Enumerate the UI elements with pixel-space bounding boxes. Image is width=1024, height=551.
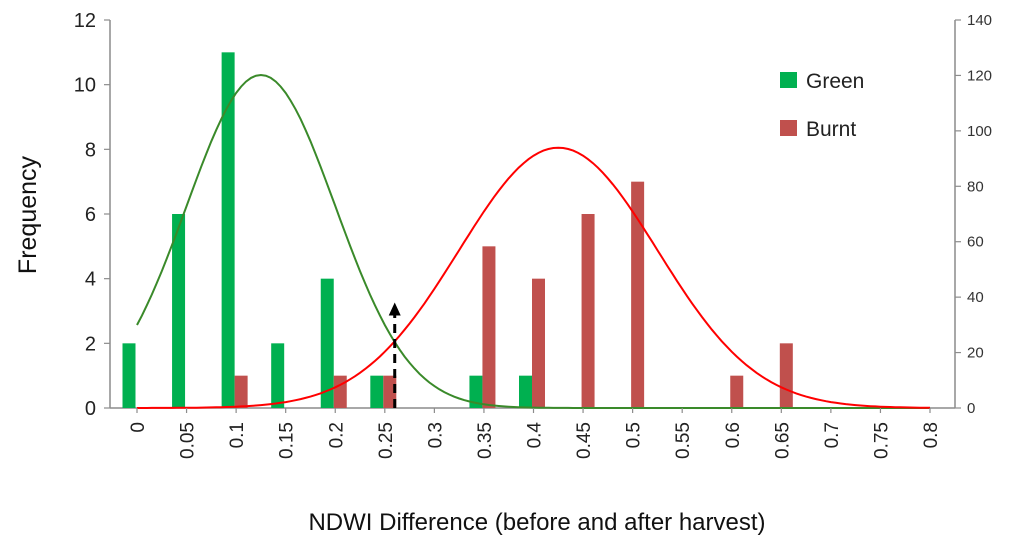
y-tick-label: 4 — [85, 269, 96, 291]
x-tick-label: 0.05 — [178, 422, 199, 459]
y-axis-title: Frequency — [14, 155, 42, 274]
bar-green — [469, 375, 483, 408]
x-tick-label: 0.1 — [227, 422, 248, 448]
x-tick-label: 0.65 — [772, 422, 793, 459]
x-tick-label: 0.15 — [277, 422, 298, 459]
bar-burnt — [333, 375, 347, 408]
legend-swatch-burnt — [780, 120, 797, 136]
y2-tick-label: 120 — [967, 67, 992, 84]
x-tick-label: 0.8 — [921, 422, 942, 448]
x-tick-label: 0.7 — [822, 422, 843, 448]
y-tick-label: 10 — [74, 75, 96, 97]
x-tick-label: 0.25 — [376, 422, 397, 459]
bar-burnt — [383, 375, 397, 408]
burnt-fit-curve — [137, 146, 931, 409]
y-tick-label: 2 — [85, 333, 96, 355]
x-tick-label: 0.55 — [673, 422, 694, 459]
x-tick-label: 0.6 — [723, 422, 744, 448]
bar-burnt — [581, 214, 595, 408]
y2-tick-label: 140 — [967, 12, 992, 29]
y-tick-label: 12 — [74, 10, 96, 32]
y-axis-right-ticks: 0 20 40 60 80 100 120 140 — [955, 12, 992, 417]
y2-tick-label: 100 — [967, 123, 992, 140]
bar-green — [519, 375, 532, 408]
x-tick-label: 0.75 — [871, 422, 892, 459]
bar-green — [370, 375, 384, 408]
legend-label-burnt: Burnt — [806, 118, 856, 141]
y2-tick-label: 20 — [967, 345, 984, 362]
y-axis-left-ticks: 0 2 4 6 8 10 12 — [74, 10, 110, 420]
bar-green — [172, 214, 186, 408]
x-axis-title: NDWI Difference (before and after harves… — [308, 509, 765, 536]
y2-tick-label: 80 — [967, 178, 984, 195]
y-tick-label: 8 — [85, 139, 96, 161]
threshold-arrowhead — [388, 302, 401, 316]
fit-curves — [136, 73, 931, 409]
y2-tick-label: 60 — [967, 234, 984, 251]
bar-burnt — [482, 246, 496, 408]
x-tick-label: 0.5 — [624, 422, 645, 448]
x-tick-label: 0.35 — [475, 422, 496, 459]
y-tick-label: 6 — [85, 204, 96, 226]
x-tick-label: 0 — [128, 422, 149, 433]
legend-swatch-green — [780, 72, 797, 88]
y2-tick-label: 0 — [967, 400, 975, 417]
bar-burnt — [532, 278, 545, 408]
bar-burnt — [631, 181, 645, 408]
threshold-marker — [388, 302, 401, 408]
bar-green — [320, 278, 334, 408]
y-tick-label: 0 — [85, 398, 96, 420]
bar-burnt — [779, 343, 793, 408]
x-tick-label: 0.3 — [425, 422, 446, 448]
bar-green — [221, 52, 235, 408]
bars — [122, 52, 793, 408]
x-axis-ticks: 0 0.05 0.1 0.15 0.2 0.25 0.3 0.35 0.4 0.45 0.5 0.55… — [128, 408, 942, 459]
x-tick-label: 0.4 — [525, 422, 546, 449]
green-fit-curve — [136, 73, 930, 409]
legend-label-green: Green — [806, 70, 864, 93]
x-tick-label: 0.2 — [326, 422, 347, 448]
bar-burnt — [234, 375, 248, 408]
y2-tick-label: 40 — [967, 289, 984, 306]
x-tick-label: 0.45 — [574, 422, 595, 459]
bar-burnt — [730, 375, 744, 408]
legend: Green Burnt — [780, 70, 864, 141]
bar-green — [122, 343, 136, 408]
bar-green — [271, 343, 285, 408]
